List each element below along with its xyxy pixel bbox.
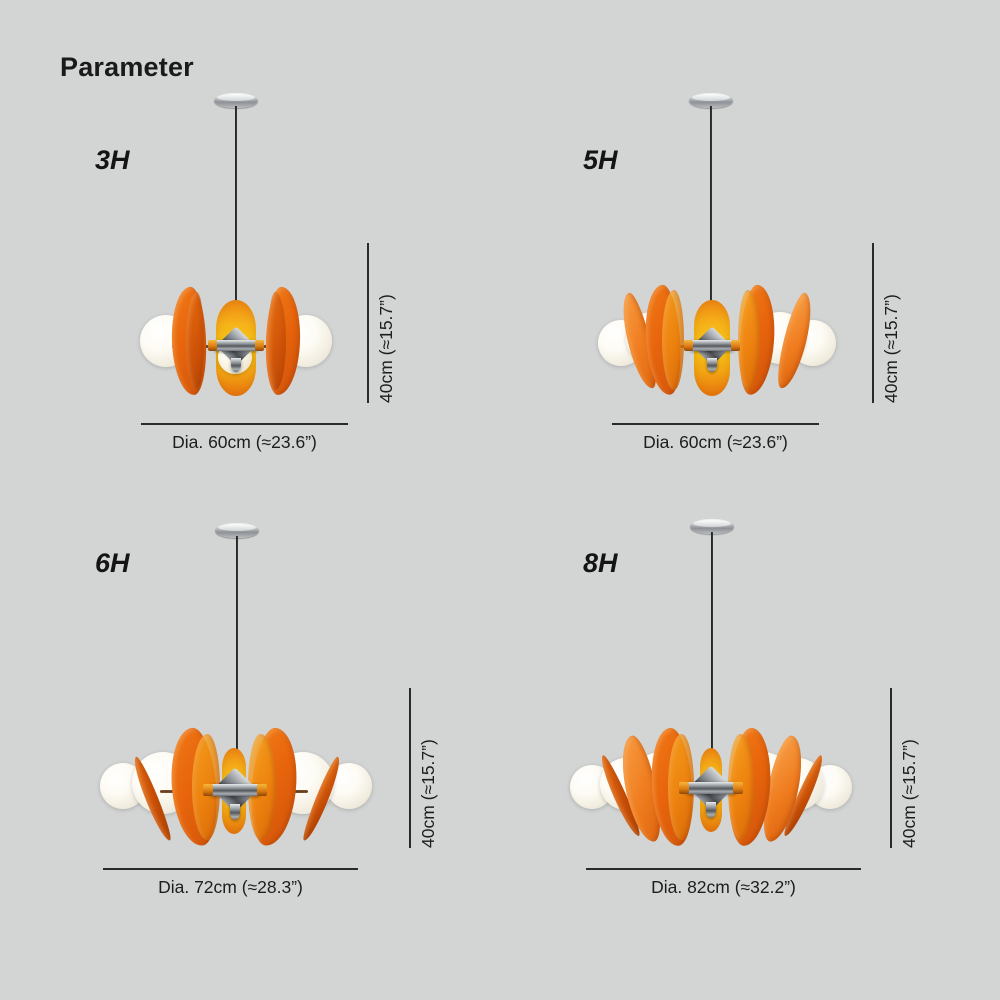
socket	[731, 340, 740, 351]
dimension-line	[141, 423, 348, 425]
ceiling-canopy	[689, 93, 733, 108]
socket	[733, 782, 743, 794]
center-hub-bar	[686, 782, 736, 794]
center-hub-bar	[214, 340, 258, 351]
diameter-label: Dia. 60cm (≈23.6”)	[172, 432, 317, 452]
socket	[255, 340, 264, 351]
petal-blade	[268, 292, 286, 390]
petal-blade	[738, 290, 760, 390]
ceiling-canopy	[214, 93, 258, 108]
variant-label-8h: 8H	[583, 548, 618, 578]
height-label: 40cm (≈15.7”)	[418, 739, 438, 848]
socket	[684, 340, 693, 351]
dimension-line	[612, 423, 819, 425]
dimension-line	[103, 868, 358, 870]
variant-label-3h: 3H	[95, 145, 130, 175]
center-hub-bar	[210, 784, 260, 796]
dimension-line	[872, 243, 874, 403]
socket	[257, 784, 267, 796]
dimension-line	[367, 243, 369, 403]
hub-finial	[230, 804, 240, 820]
height-label: 40cm (≈15.7”)	[376, 294, 396, 403]
height-label: 40cm (≈15.7”)	[881, 294, 901, 403]
suspension-rod	[235, 106, 237, 331]
ceiling-canopy	[215, 523, 259, 538]
diameter-label: Dia. 72cm (≈28.3”)	[158, 877, 303, 897]
center-hub-bar	[690, 340, 734, 351]
hub-finial	[706, 802, 716, 818]
suspension-rod	[710, 106, 712, 331]
socket	[679, 782, 689, 794]
dimension-line	[409, 688, 411, 848]
height-label: 40cm (≈15.7”)	[899, 739, 919, 848]
suspension-rod	[236, 536, 238, 769]
page-title: Parameter	[60, 52, 194, 82]
suspension-rod	[711, 532, 713, 769]
socket	[208, 340, 217, 351]
dimension-line	[890, 688, 892, 848]
hub-finial	[707, 358, 717, 372]
dimension-line	[586, 868, 861, 870]
socket	[203, 784, 213, 796]
diameter-label: Dia. 82cm (≈32.2”)	[651, 877, 796, 897]
ceiling-canopy	[690, 519, 734, 534]
variant-label-6h: 6H	[95, 548, 130, 578]
hub-finial	[231, 358, 241, 372]
diameter-label: Dia. 60cm (≈23.6”)	[643, 432, 788, 452]
petal-blade	[662, 290, 684, 390]
variant-label-5h: 5H	[583, 145, 618, 175]
petal-blade	[186, 292, 204, 390]
